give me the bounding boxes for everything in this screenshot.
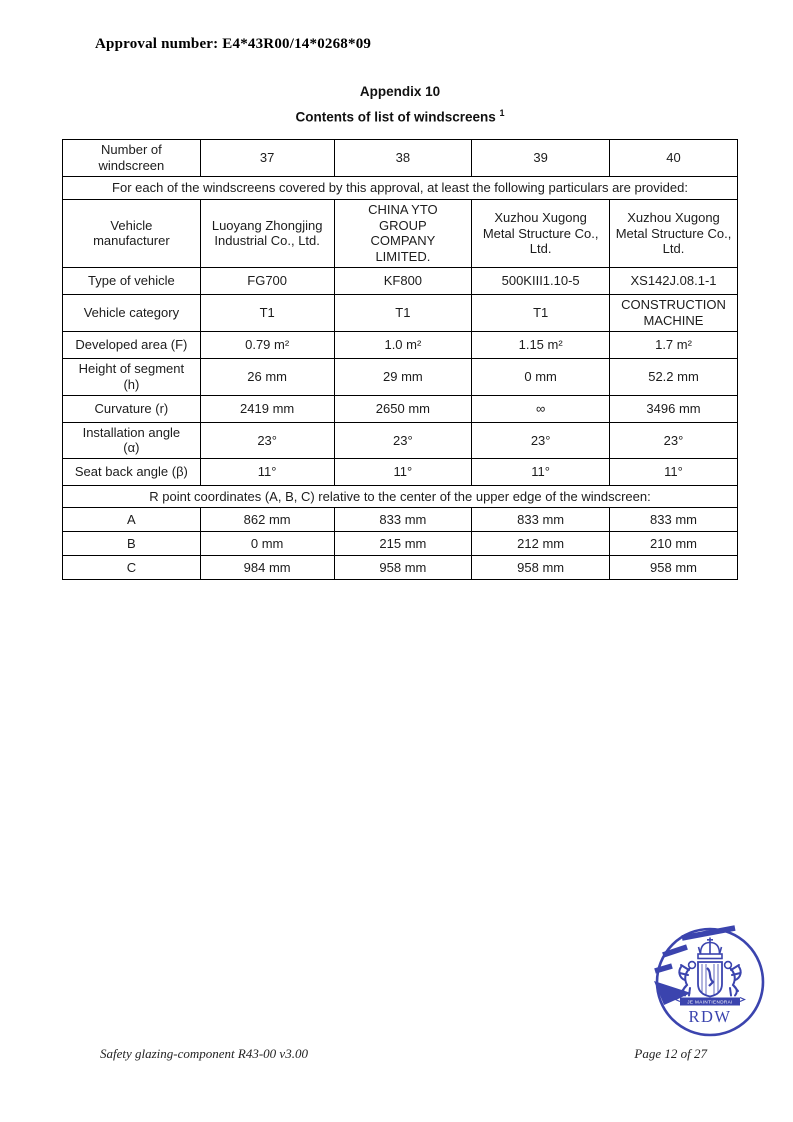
crown-icon [697, 937, 723, 960]
table-row-installation-angle: Installation angle (α) 23° 23° 23° 23° [62, 421, 738, 460]
table-cell: 1.0 m² [333, 330, 473, 359]
table-cell: 52.2 mm [609, 357, 738, 396]
table-cell: 23° [471, 421, 611, 460]
table-row-vehicle-manufacturer: Vehicle manufacturer Luoyang Zhongjing I… [62, 198, 738, 269]
table-cell: 862 mm [199, 507, 335, 533]
table-cell: 0 mm [471, 357, 611, 396]
windscreen-table: Number of windscreen 37 38 39 40 For eac… [62, 139, 738, 581]
table-cell: 215 mm [333, 531, 473, 557]
table-cell: T1 [199, 294, 335, 332]
row-label: Vehicle manufacturer [62, 198, 201, 269]
table-cell: T1 [333, 294, 473, 332]
shield-icon [697, 961, 723, 998]
table-cell: 958 mm [333, 555, 473, 581]
document-subtitle: Contents of list of windscreens 1 [62, 108, 738, 125]
table-cell: Xuzhou Xugong Metal Structure Co., Ltd. [471, 198, 611, 269]
table-row-number-of-windscreen: Number of windscreen 37 38 39 40 [62, 139, 738, 177]
intro-note: For each of the windscreens covered by t… [62, 175, 738, 200]
table-cell: 40 [609, 139, 738, 177]
table-row-coordinate-b: B 0 mm 215 mm 212 mm 210 mm [62, 531, 738, 557]
row-label: Vehicle category [62, 294, 201, 332]
table-cell: 833 mm [333, 507, 473, 533]
table-cell: 833 mm [471, 507, 611, 533]
table-cell: CHINA YTO GROUP COMPANY LIMITED. [333, 198, 473, 269]
stripe-marks [654, 925, 736, 974]
table-cell: 0 mm [199, 531, 335, 557]
table-cell: 11° [199, 458, 335, 487]
row-label: B [62, 531, 201, 557]
table-cell: CONSTRUCTION MACHINE [609, 294, 738, 332]
table-row-type-of-vehicle: Type of vehicle FG700 KF800 500KIII1.10-… [62, 267, 738, 296]
table-cell: 39 [471, 139, 611, 177]
r-point-note: R point coordinates (A, B, C) relative t… [62, 485, 738, 509]
table-cell: KF800 [333, 267, 473, 296]
table-cell: 2419 mm [199, 394, 335, 423]
lion-left-icon [678, 960, 697, 997]
motto-text: JE MAINTIENDRAI [687, 1000, 733, 1005]
table-cell: 1.15 m² [471, 330, 611, 359]
table-cell: 500KIII1.10-5 [471, 267, 611, 296]
motto-banner [674, 996, 746, 1006]
table-cell: 212 mm [471, 531, 611, 557]
table-row-intro-note: For each of the windscreens covered by t… [62, 175, 738, 200]
shield-lion-mark [706, 967, 715, 987]
table-cell: 29 mm [333, 357, 473, 396]
footer-page-number: Page 12 of 27 [634, 1046, 707, 1061]
lion-right-icon [723, 960, 742, 997]
footer-document-reference: Safety glazing-component R43-00 v3.00 [100, 1046, 308, 1061]
rdw-text: RDW [689, 1007, 732, 1026]
row-label: Curvature (r) [62, 394, 201, 423]
table-row-height-of-segment: Height of segment (h) 26 mm 29 mm 0 mm 5… [62, 357, 738, 396]
table-cell: 23° [333, 421, 473, 460]
table-row-coordinate-a: A 862 mm 833 mm 833 mm 833 mm [62, 507, 738, 533]
row-label: Seat back angle (β) [62, 458, 201, 487]
row-label: Type of vehicle [62, 267, 201, 296]
table-row-curvature: Curvature (r) 2419 mm 2650 mm ∞ 3496 mm [62, 394, 738, 423]
table-cell: 23° [609, 421, 738, 460]
appendix-title: Appendix 10 [359, 84, 441, 99]
headings: Appendix 10 Contents of list of windscre… [62, 84, 738, 125]
table-cell: 11° [609, 458, 738, 487]
table-cell: T1 [471, 294, 611, 332]
row-label: A [62, 507, 201, 533]
approval-number: Approval number: E4*43R00/14*0268*09 [95, 36, 372, 52]
row-label: Number of windscreen [62, 139, 201, 177]
table-cell: FG700 [199, 267, 335, 296]
row-label: Height of segment (h) [62, 357, 201, 396]
table-cell: 1.7 m² [609, 330, 738, 359]
subtitle-text: Contents of list of windscreens [295, 109, 496, 125]
table-cell: 958 mm [471, 555, 611, 581]
table-cell: 0.79 m² [199, 330, 335, 359]
row-label: C [62, 555, 201, 581]
row-label: Installation angle (α) [62, 421, 201, 460]
rdw-logo-graphic: JE MAINTIENDRAI RDW [654, 925, 765, 1037]
row-label: Developed area (F) [62, 330, 201, 359]
table-cell: 3496 mm [609, 394, 738, 423]
table-row-rpoint-note: R point coordinates (A, B, C) relative t… [62, 485, 738, 509]
table-cell: Luoyang Zhongjing Industrial Co., Ltd. [199, 198, 335, 269]
table-cell: 26 mm [199, 357, 335, 396]
table-cell: ∞ [471, 394, 611, 423]
table-cell: 11° [471, 458, 611, 487]
table-cell: 958 mm [609, 555, 738, 581]
table-cell: 23° [199, 421, 335, 460]
rdw-stamp-logo: JE MAINTIENDRAI RDW [651, 923, 773, 1043]
table-cell: Xuzhou Xugong Metal Structure Co., Ltd. [609, 198, 738, 269]
table-row-vehicle-category: Vehicle category T1 T1 T1 CONSTRUCTION M… [62, 294, 738, 332]
table-cell: 210 mm [609, 531, 738, 557]
table-cell: 11° [333, 458, 473, 487]
table-row-coordinate-c: C 984 mm 958 mm 958 mm 958 mm [62, 555, 738, 581]
table-row-seat-back-angle: Seat back angle (β) 11° 11° 11° 11° [62, 458, 738, 487]
wedge-mark [654, 981, 691, 1005]
table-cell: 2650 mm [333, 394, 473, 423]
subtitle-footnote-ref: 1 [499, 108, 505, 118]
table-row-developed-area: Developed area (F) 0.79 m² 1.0 m² 1.15 m… [62, 330, 738, 359]
table-cell: XS142J.08.1-1 [609, 267, 738, 296]
table-cell: 37 [199, 139, 335, 177]
table-cell: 38 [333, 139, 473, 177]
table-cell: 833 mm [609, 507, 738, 533]
table-cell: 984 mm [199, 555, 335, 581]
